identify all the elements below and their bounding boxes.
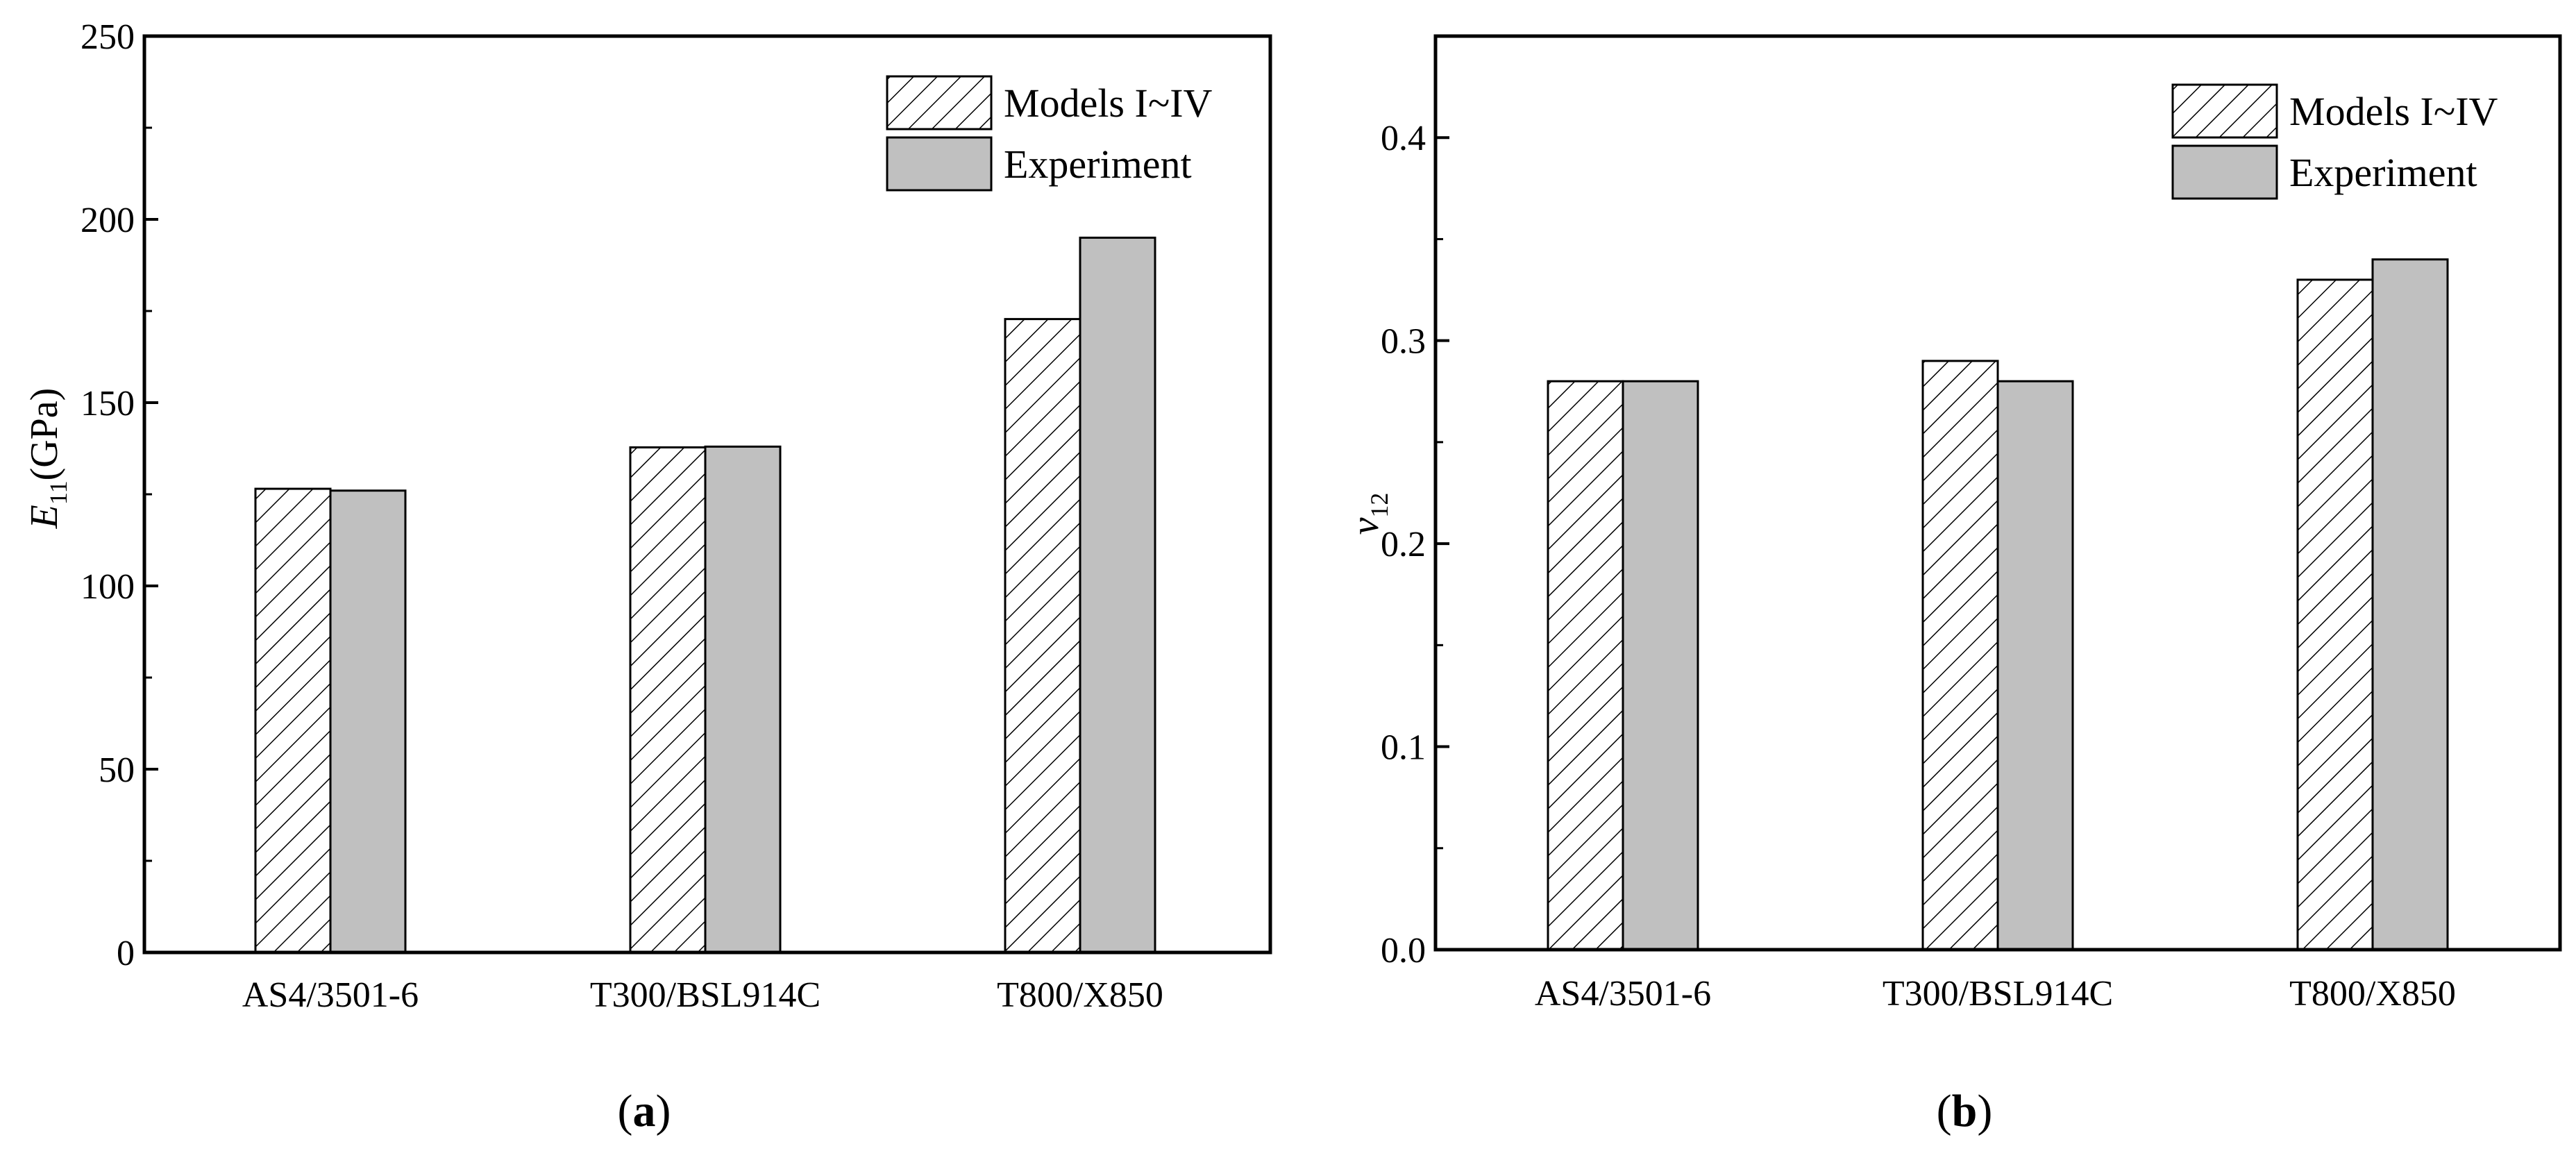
y-tick-label: 0.0 (1381, 931, 1426, 971)
bar-models-3 (2296, 278, 2374, 951)
x-tick-label: T300/BSL914C (1883, 974, 2113, 1014)
bar-experiment-1 (1622, 380, 1699, 951)
panel-b-bars (1547, 258, 2449, 951)
x-tick-label: T300/BSL914C (590, 975, 820, 1015)
bar-models-2 (629, 446, 707, 954)
bar-experiment-1 (329, 489, 407, 954)
x-tick-label: AS4/3501-6 (242, 975, 419, 1015)
y-tick-label: 200 (81, 201, 135, 240)
panel-a-chart: 0 50 100 150 200 250 AS4/3501-6 T300/BSL914C T8… (23, 17, 1272, 1136)
panel-a-legend-models-label: Models I~IV (1004, 81, 1213, 126)
y-tick-label: 250 (81, 17, 135, 57)
y-tick-label: 0.2 (1381, 525, 1426, 564)
panel-b-caption: (b) (1937, 1086, 1993, 1136)
panel-a-y-axis-label: E11(GPa) (23, 388, 72, 530)
panel-b-legend: Models I~IV Experiment (2171, 83, 2498, 200)
panel-b-legend-models-label: Models I~IV (2289, 89, 2498, 134)
y-tick-label: 0.4 (1381, 119, 1426, 158)
x-tick-label: T800/X850 (2289, 974, 2456, 1014)
panel-b-y-ticks: 0.0 0.1 0.2 0.3 0.4 (1381, 119, 1449, 971)
y-tick-label: 0 (117, 934, 135, 973)
panel-a-bars (254, 236, 1156, 954)
y-tick-label: 150 (81, 384, 135, 423)
y-tick-label: 0.3 (1381, 322, 1426, 362)
panel-b-legend-experiment-swatch (2171, 144, 2278, 200)
panel-a-x-tick-labels: AS4/3501-6 T300/BSL914C T800/X850 (242, 975, 1163, 1015)
panel-b-chart: 0.0 0.1 0.2 0.3 0.4 AS4/3501-6 T300/BSL914C T8… (1344, 34, 2562, 1136)
panel-b-legend-models-swatch (2171, 83, 2278, 139)
panel-b-legend-experiment-label: Experiment (2289, 150, 2477, 195)
bar-models-3 (1004, 318, 1081, 954)
bar-models-1 (254, 487, 332, 954)
y-tick-label: 0.1 (1381, 728, 1426, 768)
bar-models-2 (1921, 360, 1999, 951)
panel-b-y-axis-label: v12 (1344, 493, 1393, 535)
bar-experiment-3 (1079, 236, 1156, 954)
bar-experiment-2 (704, 445, 782, 954)
bar-experiment-3 (2371, 258, 2449, 951)
panel-b-x-tick-labels: AS4/3501-6 T300/BSL914C T800/X850 (1535, 974, 2456, 1014)
panel-a-legend-experiment-label: Experiment (1004, 142, 1192, 187)
x-tick-label: T800/X850 (997, 975, 1163, 1015)
panel-a-legend: Models I~IV Experiment (886, 75, 1213, 192)
panel-a-y-ticks: 0 50 100 150 200 250 (81, 17, 158, 973)
bar-experiment-2 (1996, 380, 2074, 951)
panel-b-plot-frame (1433, 34, 2562, 952)
panel-a-legend-models-swatch (886, 75, 993, 131)
panel-a-caption: (a) (618, 1086, 671, 1136)
bar-models-1 (1547, 380, 1624, 951)
y-tick-label: 100 (81, 567, 135, 607)
panel-a-legend-experiment-swatch (886, 136, 993, 192)
y-tick-label: 50 (99, 750, 135, 790)
x-tick-label: AS4/3501-6 (1535, 974, 1711, 1014)
